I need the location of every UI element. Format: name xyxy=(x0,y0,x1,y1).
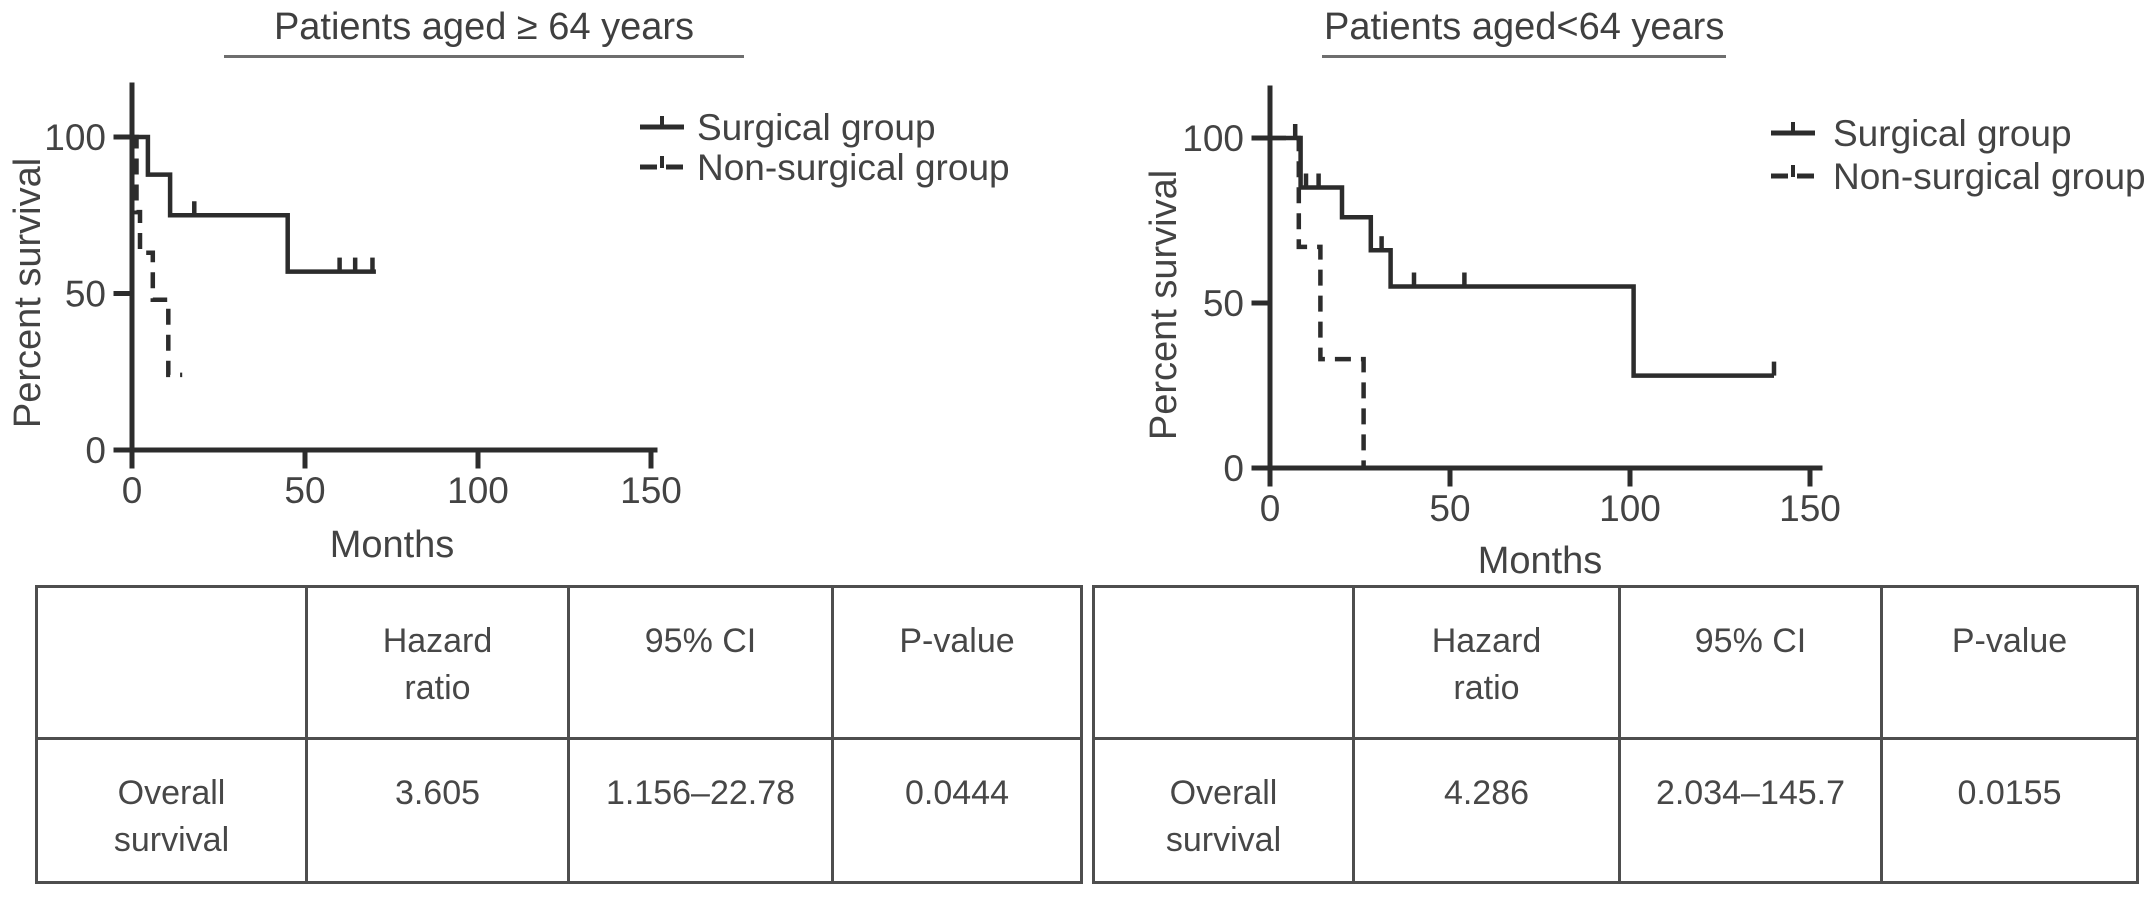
legend-item-non-surgical: Non-surgical group xyxy=(1771,156,2146,197)
y-axis-title: Percent survival xyxy=(7,158,49,428)
x-tick-label: 0 xyxy=(1260,488,1281,529)
x-tick-label: 50 xyxy=(1429,488,1470,529)
axes xyxy=(1251,85,1823,487)
stats-table-aged-lt64: Overall survival Hazard ratio 4.286 95% … xyxy=(1092,585,2139,884)
x-tick-label: 50 xyxy=(284,470,325,511)
legend-label: Surgical group xyxy=(697,107,936,148)
series-surgical xyxy=(132,134,376,274)
survival-step-line xyxy=(132,134,376,274)
censor-marks xyxy=(192,201,375,272)
legend-item-non-surgical: Non-surgical group xyxy=(640,147,1010,188)
legend-item-surgical: Surgical group xyxy=(640,107,936,148)
x-axis-title: Months xyxy=(330,524,455,566)
series-surgical xyxy=(1270,135,1774,378)
y-tick-label: 0 xyxy=(1223,448,1244,489)
x-tick-label: 150 xyxy=(1779,488,1841,529)
panel-title-aged-ge64: Patients aged ≥ 64 years xyxy=(224,6,744,58)
table-header-empty xyxy=(38,588,308,740)
x-tick-label: 100 xyxy=(1599,488,1661,529)
x-axis-title: Months xyxy=(1478,540,1603,582)
y-tick-label: 100 xyxy=(44,117,106,158)
table-cell-pvalue: 0.0444 xyxy=(905,774,1009,812)
y-tick-label: 50 xyxy=(1203,283,1244,324)
survival-step-line xyxy=(1270,135,1366,468)
table-header-ci: 95% CI xyxy=(1621,588,1883,740)
legend-label: Non-surgical group xyxy=(697,147,1010,188)
x-tick-label: 100 xyxy=(447,470,509,511)
table-cell-pvalue: 0.0155 xyxy=(1957,774,2062,812)
legend-item-surgical: Surgical group xyxy=(1771,113,2072,154)
survival-step-line xyxy=(1270,135,1774,378)
table-header-hazard-ratio: Hazard ratio xyxy=(1355,588,1621,740)
table-cell-ci: 2.034–145.7 xyxy=(1621,740,1883,881)
table-header-empty xyxy=(1095,588,1355,740)
table-cell-hazard-ratio: 3.605 xyxy=(308,740,570,881)
y-tick-label: 50 xyxy=(65,274,106,315)
table-header-pvalue: P-value xyxy=(834,588,1080,740)
table-cell-ci: 1.156–22.78 xyxy=(570,740,834,881)
x-tick-label: 150 xyxy=(620,470,682,511)
survival-chart-aged-lt64: 0 50 100 0 50 100 150 Months Percent survival Sur… xyxy=(1143,85,2146,582)
y-axis-title: Percent survival xyxy=(1143,170,1185,440)
series-non-surgical xyxy=(132,134,183,378)
table-cell-row-label: Overall survival xyxy=(1095,740,1355,881)
table-cell-hazard-ratio: 4.286 xyxy=(1355,740,1621,881)
table-header-hazard-ratio: Hazard ratio xyxy=(308,588,570,740)
legend-label: Non-surgical group xyxy=(1833,156,2146,197)
axes xyxy=(113,82,658,469)
y-tick-label: 100 xyxy=(1182,118,1244,159)
series-non-surgical xyxy=(1270,135,1366,468)
censor-marks xyxy=(1292,124,1777,376)
legend-label: Surgical group xyxy=(1833,113,2072,154)
table-header-ci: 95% CI xyxy=(570,588,834,740)
table-cell-row-label: Overall survival xyxy=(38,740,308,881)
survival-chart-aged-ge64: 0 50 100 0 50 100 150 Months Percent survival Sur… xyxy=(7,82,1010,566)
survival-step-line xyxy=(132,134,183,378)
x-tick-label: 0 xyxy=(122,470,143,511)
tick-labels: 0 50 100 0 50 100 150 xyxy=(44,117,682,511)
table-header-pvalue: P-value xyxy=(1883,588,2136,740)
tick-labels: 0 50 100 0 50 100 150 xyxy=(1182,118,1841,529)
stats-table-aged-ge64: Overall survival Hazard ratio 3.605 95% … xyxy=(35,585,1083,884)
y-tick-label: 0 xyxy=(85,430,106,471)
panel-title-aged-lt64: Patients aged<64 years xyxy=(1322,6,1727,58)
